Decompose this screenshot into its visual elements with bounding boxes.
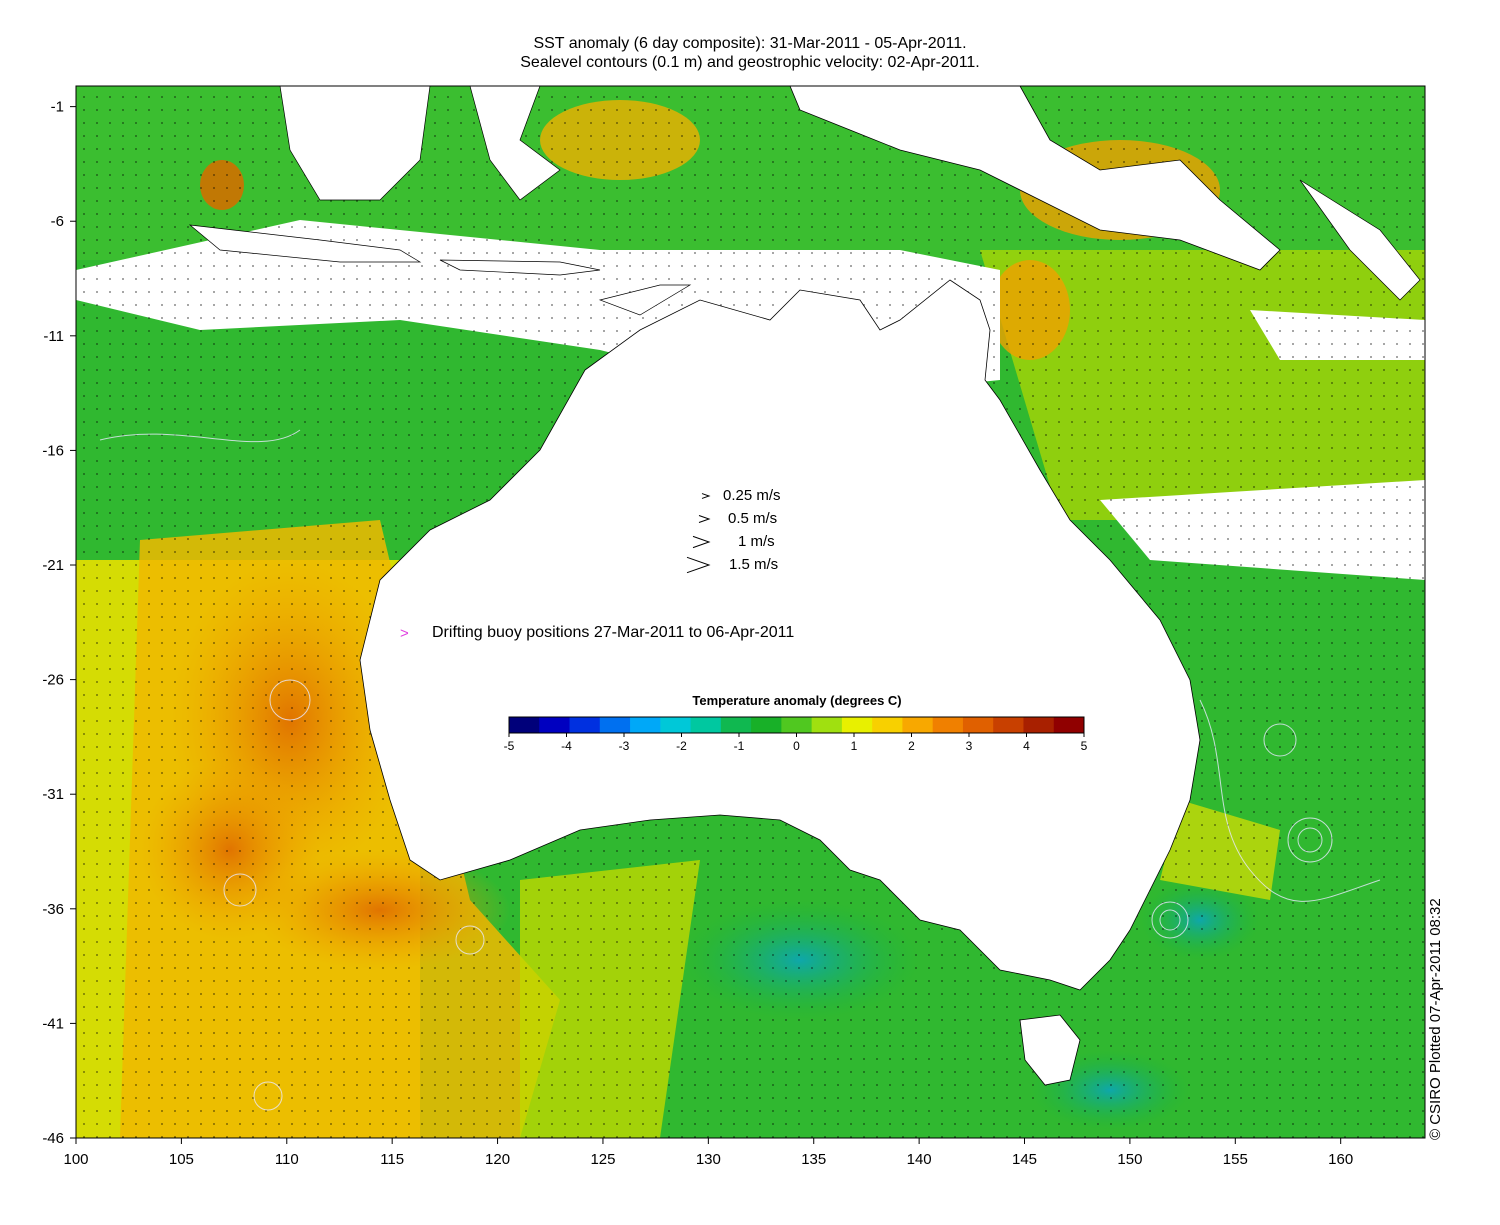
- australia-landmass: [359, 279, 1201, 991]
- colorbar-swatch: [660, 717, 692, 733]
- colorbar-swatch: [720, 717, 752, 733]
- colorbar-swatch: [630, 717, 661, 733]
- sulawesi-landmass: [469, 86, 561, 201]
- colorbar-swatch: [751, 717, 782, 733]
- colorbar-swatch: [811, 717, 843, 733]
- velocity-legend-arrow: [692, 535, 711, 549]
- colorbar-tick-label: 2: [908, 739, 915, 753]
- colorbar-swatch: [993, 717, 1024, 733]
- y-tick-label: -11: [43, 328, 64, 345]
- colorbar-swatch: [690, 717, 722, 733]
- colorbar-swatch: [902, 717, 934, 733]
- velocity-legend-arrows: [686, 493, 711, 574]
- x-tick-label: 140: [907, 1151, 932, 1168]
- colorbar-swatch: [569, 717, 601, 733]
- colorbar-swatch: [781, 717, 813, 733]
- colorbar-swatch: [539, 717, 571, 733]
- colorbar-swatch: [872, 717, 903, 733]
- velocity-legend-label-2: 1 m/s: [738, 533, 775, 550]
- colorbar-swatch: [841, 717, 873, 733]
- velocity-legend-label-1: 0.5 m/s: [728, 510, 778, 527]
- x-tick-label: 105: [169, 1151, 194, 1168]
- velocity-legend-arrow: [686, 556, 711, 574]
- tasmania-landmass: [1019, 1014, 1081, 1086]
- solomon-landmass: [1299, 179, 1421, 301]
- colorbar: -5 -4 -3 -2 -1 0 1 2 3 4 5: [504, 716, 1088, 753]
- y-tick-label: -36: [42, 901, 64, 918]
- y-tick-label: -26: [42, 672, 64, 689]
- y-tick-label: -46: [42, 1130, 64, 1147]
- x-tick-label: 155: [1223, 1151, 1248, 1168]
- colorbar-swatch: [509, 717, 540, 733]
- x-tick-label: 120: [485, 1151, 510, 1168]
- colorbar-tick-label: 3: [966, 739, 973, 753]
- timor-landmass: [598, 284, 692, 316]
- y-tick-label: -16: [42, 442, 64, 459]
- velocity-legend-label-3: 1.5 m/s: [729, 556, 779, 573]
- x-tick-label: 100: [63, 1151, 88, 1168]
- x-axis: 100 105 110 115 120 125 130 135 140 145 150 155 160: [63, 1138, 1353, 1168]
- colorbar-title: Temperature anomaly (degrees C): [692, 693, 902, 708]
- map-frame: [75, 85, 1426, 1139]
- colorbar-swatch: [599, 717, 631, 733]
- velocity-legend-arrow: [701, 493, 711, 499]
- colorbar-tick-label: -3: [619, 739, 630, 753]
- sealevel-contours: [99, 429, 1381, 1111]
- x-tick-label: 110: [275, 1151, 299, 1168]
- colorbar-tick-label: 5: [1081, 739, 1088, 753]
- velocity-legend-arrow: [698, 515, 711, 523]
- buoy-legend-label: Drifting buoy positions 27-Mar-2011 to 0…: [432, 624, 795, 641]
- colorbar-tick-label: -4: [561, 739, 572, 753]
- y-tick-label: -6: [51, 213, 64, 230]
- colorbar-tick-label: -2: [676, 739, 687, 753]
- x-tick-label: 145: [1012, 1151, 1037, 1168]
- sst-field: [76, 86, 1425, 1138]
- colorbar-swatch: [932, 717, 964, 733]
- y-tick-label: -31: [42, 786, 64, 803]
- x-tick-label: 135: [801, 1151, 826, 1168]
- map-title-line2: Sealevel contours (0.1 m) and geostrophi…: [520, 54, 980, 71]
- y-tick-label: -41: [42, 1015, 64, 1032]
- x-tick-label: 150: [1117, 1151, 1142, 1168]
- colorbar-tick-label: -1: [734, 739, 745, 753]
- x-tick-label: 160: [1328, 1151, 1353, 1168]
- colorbar-tick-label: -5: [504, 739, 515, 753]
- copyright-credit: © CSIRO Plotted 07-Apr-2011 08:32: [1427, 898, 1444, 1140]
- map-title-line1: SST anomaly (6 day composite): 31-Mar-20…: [533, 35, 967, 52]
- x-tick-label: 125: [590, 1151, 615, 1168]
- y-axis: -1 -6 -11 -16 -21 -26 -31 -36 -41 -46: [42, 99, 76, 1147]
- colorbar-tick-label: 1: [851, 739, 858, 753]
- colorbar-tick-label: 0: [793, 739, 800, 753]
- sumbawa-landmass: [439, 259, 601, 276]
- colorbar-swatch: [962, 717, 994, 733]
- buoy-legend-symbol: >: [400, 625, 409, 642]
- x-tick-label: 130: [696, 1151, 721, 1168]
- y-tick-label: -21: [42, 557, 64, 574]
- velocity-legend-label-0: 0.25 m/s: [723, 487, 781, 504]
- y-tick-label: -1: [51, 99, 64, 116]
- new-guinea-landmass: [789, 86, 1281, 271]
- java-landmass: [188, 224, 422, 263]
- x-tick-label: 115: [380, 1151, 404, 1168]
- colorbar-tick-label: 4: [1023, 739, 1030, 753]
- borneo-landmass: [279, 86, 431, 201]
- colorbar-swatch: [1053, 717, 1085, 733]
- colorbar-swatch: [1023, 717, 1055, 733]
